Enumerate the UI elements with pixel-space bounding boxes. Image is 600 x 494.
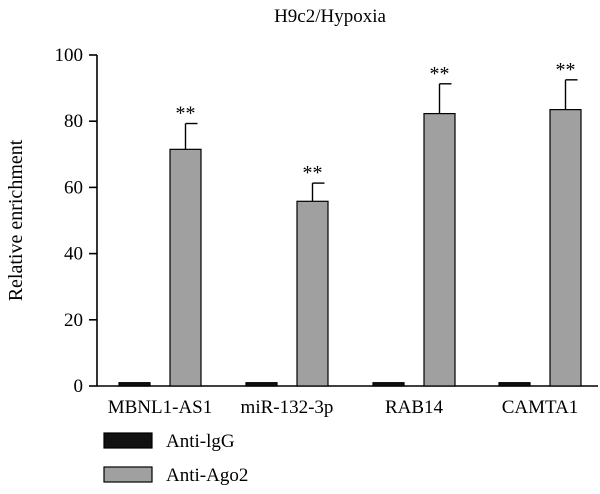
legend-label: Anti-lgG [166,431,235,452]
y-tick-label: 20 [64,310,83,331]
x-tick-label: miR-132-3p [241,397,334,418]
bar-1-0 [169,148,202,387]
y-tick-label: 60 [64,177,83,198]
x-tick-label: MBNL1-AS1 [108,397,213,418]
significance-label: ** [430,63,450,85]
y-axis-label: Relative enrichment [5,139,27,301]
bars: ** MBNL1-AS1 ** miR-132-3p ** RAB14 ** CAMTA1 [108,59,582,418]
bar-0-0 [118,382,151,387]
significance-label: ** [176,103,196,125]
legend: Anti-lgG Anti-Ago2 [103,431,248,486]
bar-0-3 [498,382,531,387]
bar-1-3 [549,109,582,387]
bar-0-1 [245,382,278,387]
y-tick-label: 40 [64,244,83,265]
y-tick-label: 100 [55,45,84,66]
legend-swatch [103,432,153,449]
significance-label: ** [303,162,323,184]
chart-title: H9c2/Hypoxia [274,6,386,27]
x-tick-label: CAMTA1 [502,397,579,418]
significance-label: ** [556,59,576,81]
y-tick-label: 0 [74,376,84,397]
y-tick-label: 80 [64,111,83,132]
bar-0-2 [372,382,405,387]
bar-1-1 [296,200,329,387]
legend-label: Anti-Ago2 [166,465,248,486]
legend-swatch [103,466,153,483]
x-tick-label: RAB14 [385,397,444,418]
bar-1-2 [423,112,456,387]
